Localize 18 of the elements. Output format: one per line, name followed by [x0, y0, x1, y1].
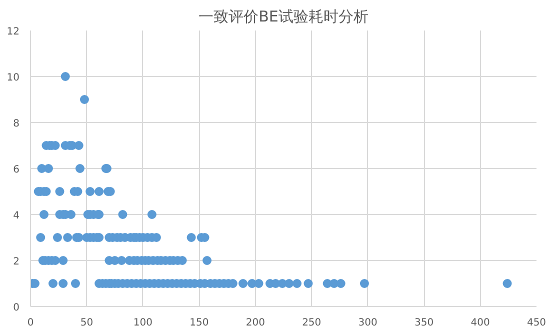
x-tick-label: 100	[133, 318, 152, 328]
x-tick-label: 50	[80, 318, 94, 328]
y-tick-label: 6	[13, 164, 20, 176]
x-tick-label: 200	[246, 318, 265, 328]
y-tick-label: 12	[6, 26, 20, 38]
x-tick-label: 450	[526, 318, 546, 328]
x-tick-label: 350	[414, 318, 434, 328]
x-tick-label: 150	[190, 318, 209, 328]
y-tick-label: 0	[13, 302, 20, 314]
x-tick-label: 300	[358, 318, 378, 328]
y-tick-label: 4	[13, 210, 20, 222]
x-tick-label: 400	[470, 318, 490, 328]
y-tick-label: 10	[6, 72, 20, 84]
y-tick-label: 8	[13, 118, 20, 130]
x-tick-label: 250	[302, 318, 322, 328]
x-tick-label: 0	[27, 318, 34, 328]
y-tick-label: 2	[13, 256, 20, 268]
chart-title: 一致评价BE试验耗时分析	[198, 8, 368, 26]
